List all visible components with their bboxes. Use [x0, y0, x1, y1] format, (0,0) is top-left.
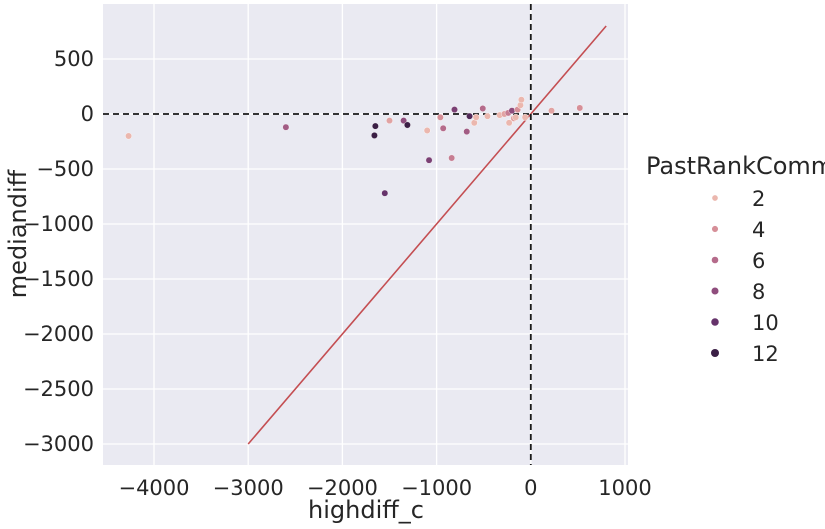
data-point: [508, 107, 516, 115]
legend-marker: [712, 195, 718, 201]
y-tick-label: 0: [81, 102, 94, 126]
data-point: [282, 123, 290, 131]
data-point: [463, 128, 471, 136]
x-tick-label: 1000: [598, 476, 651, 500]
y-axis-label: mediandiff: [4, 169, 32, 298]
data-point: [521, 113, 529, 121]
data-point: [505, 119, 513, 127]
legend-title: PastRankComm: [646, 152, 825, 180]
diagonal-reference-line: [247, 25, 607, 445]
y-tick-label: −1000: [23, 212, 94, 236]
data-point: [125, 132, 132, 140]
y-tick-label: −2000: [23, 322, 94, 346]
y-tick-label: 500: [54, 47, 94, 71]
y-tick-label: −3000: [23, 432, 94, 456]
data-points: [125, 96, 584, 197]
y-tick-label: −1500: [23, 267, 94, 291]
data-point: [371, 122, 379, 130]
data-point: [451, 106, 458, 114]
legend-entry-label: 6: [752, 249, 765, 273]
legend-marker: [711, 318, 719, 326]
x-tick-label: −1000: [401, 476, 472, 500]
data-point: [439, 124, 447, 132]
plot-background: [103, 4, 628, 465]
x-tick-labels: −4000 −3000 −2000 −1000 0 1000: [118, 476, 651, 500]
data-point: [512, 113, 520, 121]
data-point: [472, 113, 480, 121]
legend-marker: [711, 287, 719, 295]
legend-entry-label: 4: [752, 218, 765, 242]
reference-lines: [103, 4, 628, 465]
data-point: [381, 189, 389, 197]
legend-marker: [711, 349, 719, 357]
legend-marker: [711, 256, 719, 264]
x-tick-label: −2000: [307, 476, 378, 500]
data-point: [484, 112, 491, 120]
legend-entry-label: 10: [752, 311, 779, 335]
data-point: [403, 121, 411, 129]
x-tick-label: −4000: [118, 476, 189, 500]
data-point: [400, 117, 408, 125]
data-point: [517, 96, 525, 104]
data-point: [386, 117, 393, 125]
data-point: [423, 127, 431, 134]
legend-marker: [711, 225, 719, 233]
data-point: [448, 154, 456, 162]
legend-entry-label: 8: [752, 280, 765, 304]
y-tick-label: −2500: [23, 377, 94, 401]
x-tick-label: 0: [524, 476, 537, 500]
legend-entry-label: 2: [752, 187, 765, 211]
data-point: [371, 132, 378, 139]
data-point: [466, 112, 473, 120]
data-point: [576, 104, 584, 112]
legend: PastRankComm 2 4 6 8 10 12: [646, 152, 825, 366]
data-point: [436, 113, 444, 121]
data-point: [548, 107, 555, 115]
y-tick-labels: 500 0 −500 −1000 −1500 −2000 −2500 −3000: [23, 47, 94, 456]
data-point: [425, 156, 433, 164]
y-tick-label: −500: [36, 157, 94, 181]
legend-entry-label: 12: [752, 342, 779, 366]
x-axis-label: highdiff_c: [308, 496, 424, 524]
x-tick-label: −3000: [213, 476, 284, 500]
data-point: [479, 105, 487, 112]
